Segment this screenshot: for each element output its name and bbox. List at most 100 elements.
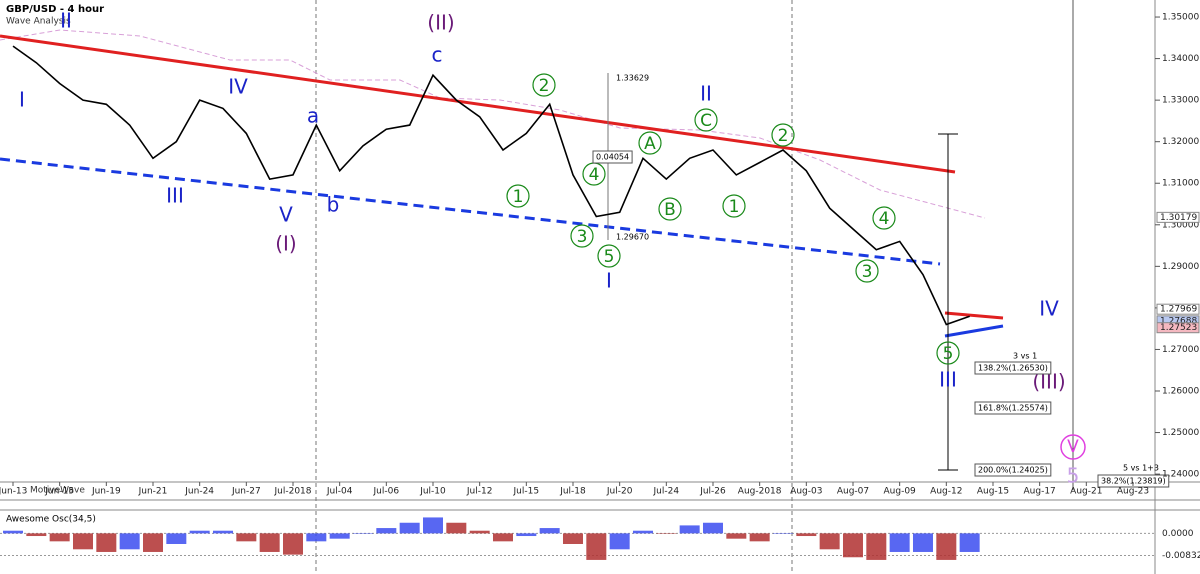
- triangle-line: [944, 311, 1004, 320]
- wave-label: III: [166, 184, 184, 208]
- osc-bar: [492, 533, 513, 542]
- price-marker-label: 1.30179: [1160, 213, 1197, 223]
- price-marker-label: 1.27688: [1160, 316, 1197, 326]
- x-tick-label: Jul-06: [373, 487, 400, 497]
- x-tick-label: Jul-20: [606, 487, 633, 497]
- osc-bar: [329, 533, 350, 539]
- osc-bar: [142, 533, 163, 552]
- trend-line: [0, 157, 941, 266]
- wave-circle: [658, 197, 682, 221]
- osc-bar: [539, 528, 560, 534]
- wave-circle: [638, 131, 662, 155]
- x-tick-label: Jul-12: [466, 487, 493, 497]
- fib-label: 1.33629: [616, 74, 649, 83]
- wave-label: 3: [577, 227, 588, 247]
- osc-bar: [586, 533, 607, 560]
- osc-bar: [119, 533, 140, 550]
- x-tick-label: Jul-24: [653, 487, 680, 497]
- osc-bar: [212, 530, 233, 534]
- osc-bar: [376, 528, 397, 534]
- osc-bar: [306, 533, 327, 542]
- osc-bar: [889, 533, 910, 552]
- fib-box: [1097, 474, 1170, 488]
- y-tick-label: -0.00832: [1162, 551, 1200, 561]
- triangle-line: [944, 324, 1004, 338]
- y-tick-label: 1.29000: [1162, 262, 1199, 272]
- wave-label: 3: [862, 262, 873, 282]
- wave-label: c: [432, 43, 443, 67]
- title: GBP/USD - 4 hour: [6, 4, 104, 15]
- osc-bar: [959, 533, 980, 552]
- osc-bar: [656, 533, 677, 534]
- osc-bar: [166, 533, 187, 544]
- wave-label: 4: [589, 165, 600, 185]
- wave-circle: [597, 244, 621, 268]
- wave-label: b: [327, 193, 340, 217]
- wave-circle: [936, 341, 960, 365]
- fib-label: 1.29670: [616, 233, 649, 242]
- osc-bar: [49, 533, 70, 542]
- watermark: MotiveWave: [30, 486, 85, 496]
- osc-bar: [912, 533, 933, 552]
- osc-bar: [236, 533, 257, 542]
- y-tick-label: 1.32000: [1162, 137, 1199, 147]
- osc-bar: [609, 533, 630, 550]
- wave-label: IV: [1039, 297, 1059, 321]
- wave-circle: [694, 108, 718, 132]
- price-marker-box: [1156, 322, 1200, 334]
- wave-label: III: [939, 368, 957, 392]
- price-marker-label: 1.27969: [1160, 305, 1197, 315]
- fib-label: 3 vs 1: [1013, 352, 1037, 361]
- x-tick-label: Jun-15: [44, 487, 74, 497]
- y-tick-label: 0.0000: [1162, 529, 1194, 539]
- osc-bar: [796, 533, 817, 537]
- osc-bar: [446, 522, 467, 534]
- y-tick-label: 1.31000: [1162, 179, 1199, 189]
- x-tick-label: Jul-26: [699, 487, 726, 497]
- x-tick-label: Aug-09: [884, 487, 917, 497]
- osc-bar: [72, 533, 93, 550]
- wave-label: 5: [943, 344, 954, 364]
- wave-label: 4: [879, 209, 890, 229]
- wave-circle: [570, 224, 594, 248]
- wave-label: C: [700, 111, 712, 131]
- x-tick-label: Jun-24: [184, 487, 214, 497]
- wave-label: II: [60, 9, 72, 33]
- price-line: [12, 45, 970, 326]
- wave-circle: [506, 184, 530, 208]
- osc-bar: [702, 522, 723, 534]
- wave-label: 1: [513, 187, 524, 207]
- wave-label: 5: [604, 247, 615, 267]
- wave-label: I: [606, 269, 612, 293]
- fib-label: 5 vs 1+3: [1123, 464, 1159, 473]
- wave-label: A: [644, 134, 656, 154]
- subtitle: Wave Analysis: [6, 17, 71, 27]
- x-tick-label: Aug-03: [790, 487, 822, 497]
- osc-bar: [679, 525, 700, 534]
- osc-bar: [26, 533, 47, 537]
- fib-box: [974, 361, 1052, 375]
- osc-bar: [3, 530, 23, 534]
- fib-label: 38.2%(1.23819): [1101, 477, 1166, 486]
- osc-bar: [259, 533, 280, 552]
- y-tick-label: 1.26000: [1162, 387, 1199, 397]
- osc-bar: [866, 533, 887, 560]
- wave-label: B: [664, 200, 676, 220]
- price-marker-box: [1156, 303, 1200, 315]
- osc-bar: [936, 533, 957, 560]
- wave-label: II: [700, 82, 712, 106]
- wave-circle: [532, 73, 556, 97]
- osc-bar: [726, 533, 747, 539]
- wave-label: (II): [427, 11, 454, 35]
- fib-box: [974, 401, 1052, 415]
- osc-bar: [422, 517, 443, 534]
- wave-label: 2: [539, 76, 550, 96]
- wave-circle: [1060, 434, 1086, 460]
- x-tick-label: Aug-15: [977, 487, 1009, 497]
- y-tick-label: 1.34000: [1162, 54, 1199, 64]
- osc-bar: [819, 533, 840, 550]
- fib-label: 161.8%(1.25574): [978, 404, 1048, 413]
- y-tick-label: 1.27000: [1162, 345, 1199, 355]
